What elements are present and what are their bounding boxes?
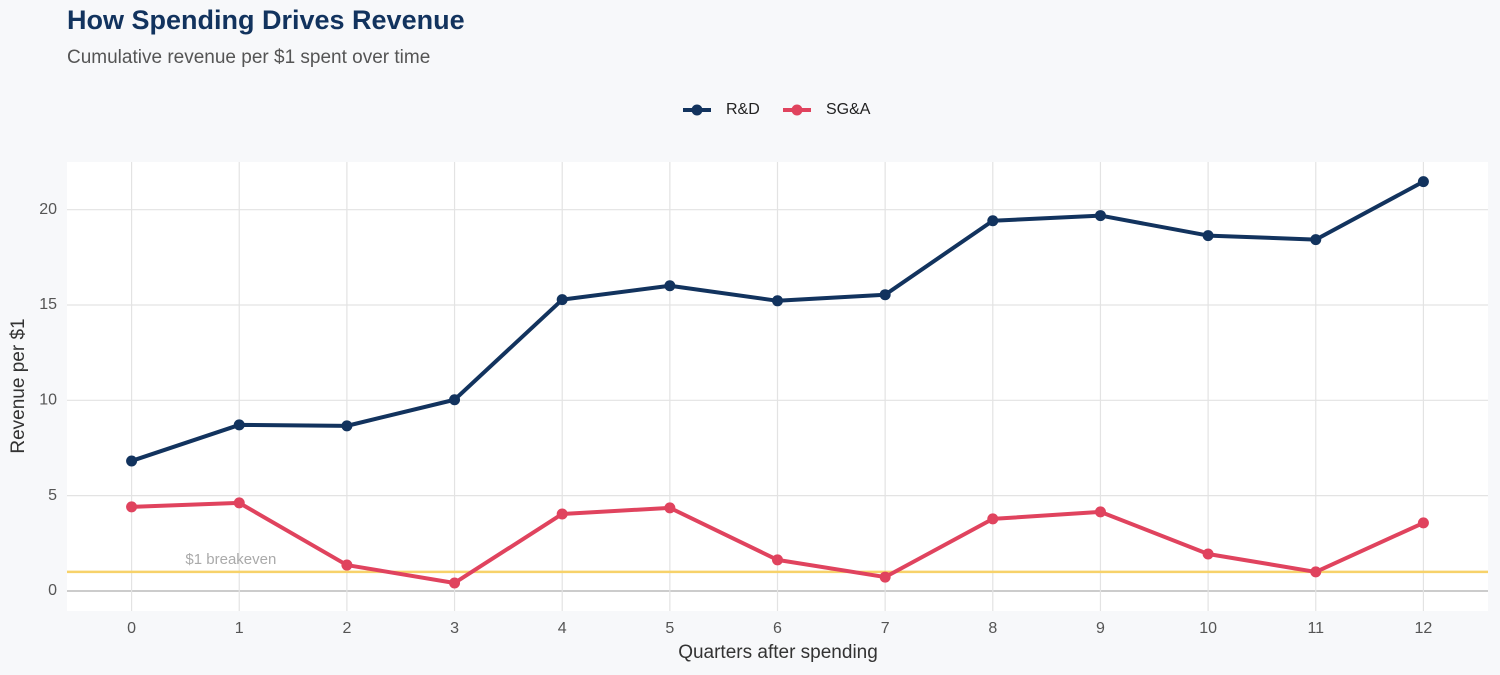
data-point xyxy=(1417,176,1429,188)
data-point xyxy=(664,280,676,292)
data-point xyxy=(1310,234,1322,246)
data-point xyxy=(233,497,245,509)
data-point xyxy=(879,571,891,583)
legend-marker xyxy=(691,104,703,116)
data-point xyxy=(556,294,568,306)
y-tick-label: 20 xyxy=(39,201,57,218)
x-tick-label: 7 xyxy=(881,620,890,637)
y-tick-label: 0 xyxy=(48,582,57,599)
x-axis-label: Quarters after spending xyxy=(678,642,878,663)
x-tick-label: 8 xyxy=(988,620,997,637)
data-point xyxy=(556,508,568,520)
data-point xyxy=(1310,566,1322,578)
x-tick-label: 2 xyxy=(342,620,351,637)
y-tick-label: 15 xyxy=(39,296,57,313)
y-tick-label: 5 xyxy=(48,487,57,504)
legend-label: SG&A xyxy=(826,101,871,118)
x-tick-label: 6 xyxy=(773,620,782,637)
data-point xyxy=(1417,517,1429,529)
data-point xyxy=(1094,210,1106,222)
data-point xyxy=(1202,548,1214,560)
data-point xyxy=(772,295,783,307)
y-axis-label: Revenue per $1 xyxy=(8,318,29,453)
data-point xyxy=(449,394,461,406)
reference-label: $1 breakeven xyxy=(185,551,276,568)
data-point xyxy=(987,513,999,525)
x-tick-label: 9 xyxy=(1096,620,1105,637)
data-point xyxy=(1094,506,1106,518)
x-tick-label: 3 xyxy=(450,620,459,637)
chart-subtitle: Cumulative revenue per $1 spent over tim… xyxy=(67,47,430,68)
data-point xyxy=(879,289,891,301)
x-tick-label: 10 xyxy=(1199,620,1217,637)
data-point xyxy=(772,554,783,566)
data-point xyxy=(987,215,999,227)
x-tick-label: 11 xyxy=(1307,620,1324,637)
data-point xyxy=(233,419,245,431)
x-tick-label: 0 xyxy=(127,620,136,637)
data-point xyxy=(341,559,353,571)
chart-title: How Spending Drives Revenue xyxy=(67,5,465,35)
legend-marker xyxy=(791,104,803,116)
data-point xyxy=(664,502,676,514)
x-tick-label: 12 xyxy=(1415,620,1433,637)
legend-label: R&D xyxy=(726,101,760,118)
y-tick-label: 10 xyxy=(39,392,57,409)
legend: R&D SG&A xyxy=(683,101,871,118)
data-point xyxy=(449,577,461,589)
x-tick-label: 4 xyxy=(558,620,567,637)
data-point xyxy=(126,455,138,467)
x-tick-label: 1 xyxy=(235,620,244,637)
data-point xyxy=(341,420,353,432)
x-tick-label: 5 xyxy=(665,620,674,637)
data-point xyxy=(126,501,138,513)
data-point xyxy=(1202,230,1214,242)
marks: $1 breakeven xyxy=(67,176,1488,589)
